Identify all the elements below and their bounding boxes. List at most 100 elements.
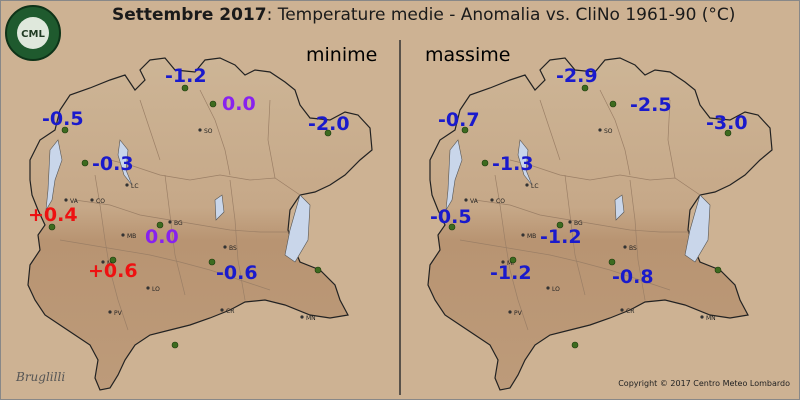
lake-como: [117, 139, 133, 186]
figure-title: Settembre 2017: Temperature medie - Anom…: [112, 5, 735, 25]
copyright-text: Copyright © 2017 Centro Meteo Lombardo: [618, 379, 790, 388]
lombardy-map-massime: SO LC CO VA BG MB BS MI LO CR PV MN: [427, 57, 773, 391]
city-label-va: VA: [70, 198, 79, 205]
city-marker: [568, 220, 572, 224]
station-marker: [581, 84, 589, 92]
lombardy-map-minime: SO LC CO VA BG MB BS MI LO CR PV MN: [27, 57, 373, 391]
city-label-bs: BS: [229, 245, 237, 252]
province-boundary: [629, 179, 646, 301]
city-label-co: CO: [96, 198, 105, 205]
city-marker: [198, 128, 202, 132]
station-marker: [208, 258, 216, 266]
station-marker: [314, 266, 322, 274]
anomaly-value: -0.5: [430, 206, 472, 228]
station-marker: [324, 129, 332, 137]
city-label-mb: MB: [127, 233, 136, 240]
city-label-mb: MB: [527, 233, 536, 240]
city-marker: [168, 220, 172, 224]
anomaly-value: -0.3: [92, 153, 134, 175]
province-boundary: [139, 99, 161, 161]
station-marker: [714, 266, 722, 274]
anomaly-value: -1.3: [492, 153, 534, 175]
province-boundary: [564, 174, 586, 296]
province-boundary: [474, 199, 690, 233]
province-boundary: [494, 174, 529, 331]
city-marker: [223, 245, 227, 249]
anomaly-value: -1.2: [165, 65, 207, 87]
station-marker: [724, 129, 732, 137]
lake-iseo: [214, 194, 225, 221]
province-boundary: [74, 199, 290, 233]
anomaly-value: -0.8: [612, 266, 654, 288]
city-marker: [108, 310, 112, 314]
lake-maggiore: [45, 139, 63, 211]
svg-text:CML: CML: [21, 29, 45, 40]
city-label-mi: MI: [107, 260, 114, 267]
city-label-so: SO: [604, 128, 613, 135]
province-boundary: [267, 99, 276, 179]
city-label-cr: CR: [626, 308, 634, 315]
city-label-lo: LO: [552, 286, 560, 293]
anomaly-value: +0.6: [88, 260, 138, 282]
station-marker: [181, 84, 189, 92]
anomaly-value: -2.9: [556, 65, 598, 87]
station-marker: [448, 223, 456, 231]
station-marker: [481, 159, 489, 167]
city-label-bs: BS: [629, 245, 637, 252]
city-marker: [700, 315, 704, 319]
city-label-mn: MN: [306, 315, 316, 322]
city-marker: [121, 233, 125, 237]
province-boundary: [509, 159, 701, 196]
city-marker: [300, 315, 304, 319]
label-massime: massime: [425, 44, 511, 66]
city-marker: [64, 198, 68, 202]
station-marker: [461, 126, 469, 134]
city-label-lo: LO: [152, 286, 160, 293]
province-boundary: [164, 174, 186, 296]
province-boundary: [667, 99, 676, 179]
city-marker: [146, 286, 150, 290]
lake-maggiore: [445, 139, 463, 211]
anomaly-value: -2.0: [308, 113, 350, 135]
city-label-pv: PV: [114, 310, 123, 317]
anomaly-value: -1.2: [490, 262, 532, 284]
city-label-lc: LC: [531, 183, 539, 190]
label-minime: minime: [306, 44, 378, 66]
station-marker: [608, 258, 616, 266]
city-marker: [546, 286, 550, 290]
province-boundary: [459, 239, 671, 291]
lake-iseo: [614, 194, 625, 221]
city-label-mi: MI: [507, 260, 514, 267]
anomaly-value: -2.5: [630, 94, 672, 116]
station-marker: [509, 256, 517, 264]
city-marker: [508, 310, 512, 314]
city-label-mn: MN: [706, 315, 716, 322]
city-marker: [620, 308, 624, 312]
station-marker: [156, 221, 164, 229]
anomaly-value: 0.0: [222, 93, 256, 115]
anomaly-value: -1.2: [540, 226, 582, 248]
station-marker: [48, 223, 56, 231]
province-boundary: [539, 99, 561, 161]
cml-logo: CML: [4, 4, 62, 62]
city-label-pv: PV: [514, 310, 523, 317]
anomaly-value: -3.0: [706, 112, 748, 134]
station-marker: [81, 159, 89, 167]
city-marker: [521, 233, 525, 237]
city-marker: [525, 183, 529, 187]
anomaly-value: -0.6: [216, 262, 258, 284]
city-marker: [490, 198, 494, 202]
province-boundary: [109, 159, 301, 196]
city-label-va: VA: [470, 198, 479, 205]
anomaly-value: +0.4: [28, 204, 78, 226]
city-label-co: CO: [496, 198, 505, 205]
province-boundary: [199, 89, 231, 176]
station-marker: [556, 221, 564, 229]
city-label-lc: LC: [131, 183, 139, 190]
province-boundary: [229, 179, 246, 301]
station-marker: [61, 126, 69, 134]
city-label-bg: BG: [174, 220, 183, 227]
station-marker: [209, 100, 217, 108]
